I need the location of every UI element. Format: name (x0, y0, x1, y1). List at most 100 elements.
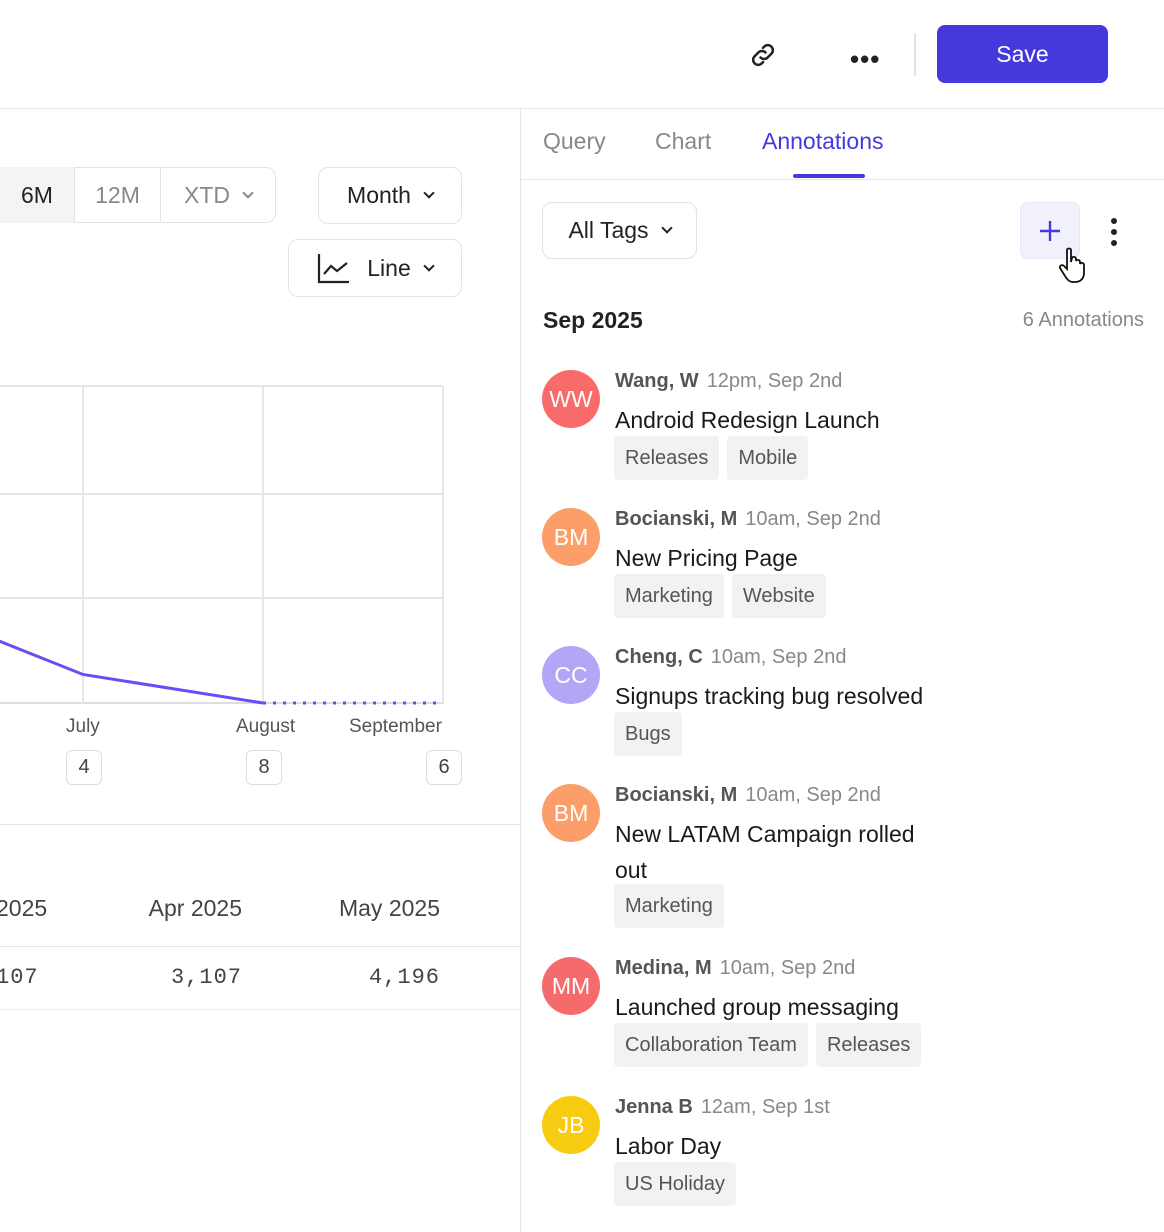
annotation-meta: Bocianski, M 10am, Sep 2nd (615, 784, 881, 807)
avatar: JB (542, 1096, 600, 1154)
avatar: BM (542, 508, 600, 566)
tag-list: Marketing (614, 884, 724, 928)
annotation-count-marker[interactable]: 6 (426, 750, 462, 785)
tab-annotations[interactable]: Annotations (762, 128, 884, 154)
avatar: CC (542, 646, 600, 704)
x-tick-label: September (349, 716, 442, 737)
gridline (0, 493, 443, 495)
line-chart-icon (318, 254, 350, 284)
annotation-time: 10am, Sep 2nd (710, 646, 847, 668)
divider (0, 824, 520, 825)
table-cell: 4,196 (368, 965, 440, 990)
table-cell: 3,107 (170, 965, 242, 990)
cursor-hand-icon (1058, 247, 1085, 283)
annotation-count: 6 Annotations (1022, 309, 1144, 331)
x-axis (0, 702, 443, 704)
annotation-title: Labor Day (615, 1133, 722, 1159)
annotation-meta: Cheng, C 10am, Sep 2nd (615, 646, 846, 669)
annotation-time: 12pm, Sep 2nd (706, 370, 843, 392)
more-vertical-icon[interactable] (1110, 218, 1118, 246)
granularity-dropdown[interactable]: Month (318, 167, 462, 224)
month-heading: Sep 2025 (543, 307, 643, 333)
avatar: MM (542, 957, 600, 1015)
x-tick-label: August (236, 716, 296, 737)
annotation-time: 10am, Sep 2nd (745, 508, 881, 530)
divider (521, 179, 1164, 180)
range-12m[interactable]: 12M (75, 167, 161, 223)
granularity-label: Month (347, 182, 411, 208)
annotation-title: Signups tracking bug resolved (615, 683, 924, 709)
series-line (0, 639, 264, 705)
chevron-down-icon (423, 259, 435, 272)
column-header: May 2025 (338, 895, 440, 921)
range-xtd[interactable]: XTD (161, 167, 275, 223)
tab-chart[interactable]: Chart (655, 128, 712, 154)
chart-type-dropdown[interactable]: Line (288, 239, 462, 297)
tag-chip[interactable]: Marketing (614, 884, 724, 928)
header-divider (914, 33, 916, 76)
annotation-time: 10am, Sep 2nd (745, 784, 881, 806)
tab-query[interactable]: Query (543, 128, 606, 154)
tag-list: Releases Mobile (614, 436, 809, 480)
chart-type-label: Line (367, 254, 411, 281)
active-tab-indicator (793, 174, 865, 178)
avatar: BM (542, 784, 600, 842)
annotation-author: Medina, M (615, 957, 712, 979)
gridline (82, 386, 84, 704)
annotation-author: Cheng, C (615, 646, 703, 668)
annotation-time: 10am, Sep 2nd (719, 957, 856, 979)
link-icon[interactable] (748, 40, 778, 70)
range-6m[interactable]: 6M (0, 167, 75, 223)
range-xtd-label: XTD (184, 181, 230, 208)
annotation-title: Android Redesign Launch (615, 407, 880, 433)
annotation-author: Bocianski, M (615, 784, 738, 806)
chevron-down-icon (660, 222, 673, 234)
save-button[interactable]: Save (937, 25, 1108, 83)
tag-list: Marketing Website (614, 574, 826, 618)
annotations-panel (520, 109, 521, 1232)
plus-icon (1040, 220, 1060, 241)
gridline (262, 386, 264, 704)
tag-chip[interactable]: Website (731, 574, 826, 618)
annotation-count-marker[interactable]: 4 (66, 750, 102, 785)
line-chart (0, 639, 443, 705)
annotation-meta: Medina, M 10am, Sep 2nd (615, 957, 855, 980)
annotation-meta: Bocianski, M 10am, Sep 2nd (615, 508, 881, 531)
tag-chip[interactable]: Mobile (727, 436, 809, 480)
annotation-author: Wang, W (615, 370, 699, 392)
annotation-meta: Wang, W 12pm, Sep 2nd (615, 370, 842, 393)
tag-filter-label: All Tags (568, 217, 649, 243)
gridline (0, 385, 443, 387)
divider (0, 1009, 520, 1010)
tag-chip[interactable]: Bugs (614, 712, 682, 756)
avatar: WW (542, 370, 600, 428)
tag-chip[interactable]: Releases (614, 436, 720, 480)
annotation-meta: Jenna B 12am, Sep 1st (615, 1096, 830, 1119)
tag-filter-dropdown[interactable]: All Tags (542, 202, 697, 259)
tag-chip[interactable]: Releases (815, 1023, 922, 1067)
more-horizontal-icon[interactable]: ••• (850, 44, 881, 74)
tag-chip[interactable]: Collaboration Team (614, 1023, 808, 1067)
column-header: 2025 (0, 895, 48, 921)
divider (0, 946, 520, 947)
annotation-title: New Pricing Page (615, 545, 798, 571)
annotation-title: New LATAM Campaign rolled out (615, 821, 915, 883)
column-header: Apr 2025 (148, 895, 242, 921)
range-selector (0, 167, 276, 223)
chevron-down-icon (423, 187, 435, 199)
annotation-count-marker[interactable]: 8 (246, 750, 282, 785)
annotation-author: Jenna B (615, 1096, 693, 1118)
x-tick-label: July (66, 716, 100, 737)
top-bar (0, 0, 1164, 109)
gridline (442, 386, 444, 704)
gridline (0, 597, 443, 599)
table-cell: 107 (0, 965, 39, 990)
tag-chip[interactable]: US Holiday (614, 1162, 737, 1206)
tag-chip[interactable]: Marketing (614, 574, 724, 618)
annotation-time: 12am, Sep 1st (700, 1096, 830, 1118)
tag-list: Bugs (614, 712, 682, 756)
annotation-title: Launched group messaging (615, 994, 899, 1020)
chevron-down-icon (242, 186, 254, 199)
tag-list: Collaboration Team Releases (614, 1023, 922, 1067)
tag-list: US Holiday (614, 1162, 737, 1206)
